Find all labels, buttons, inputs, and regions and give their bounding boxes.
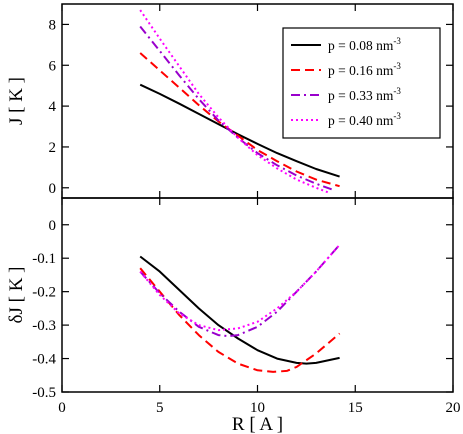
series-line-1	[139, 255, 340, 365]
legend-entry-text: p = 0.08 nm	[328, 38, 394, 53]
y-tick-label: 4	[49, 99, 57, 115]
series-line-3	[139, 244, 341, 338]
x-tick-label: 20	[446, 400, 461, 416]
legend-box	[282, 27, 441, 139]
legend-entry-text: p = 0.33 nm	[328, 88, 394, 103]
y-tick-label: -0.3	[32, 318, 56, 334]
x-tick-label: 10	[250, 400, 265, 416]
plot-frame	[61, 197, 454, 393]
y-tick-label: 2	[49, 140, 57, 156]
legend-entry-1: p = 0.08 nm-3	[328, 36, 401, 53]
y-tick-label: 0	[49, 218, 57, 234]
legend-entry-superscript: -3	[393, 86, 401, 96]
series-line-3	[139, 25, 333, 191]
y-tick-label: -0.1	[32, 251, 56, 267]
x-tick-label: 0	[58, 400, 66, 416]
legend-entry-superscript: -3	[393, 111, 401, 121]
bottom-panel: 0 5 10 15 20 0 -0.1 -0.2 -0.3 -0.4 -0.5 δJ [ K ] R […	[6, 197, 461, 434]
legend-entry-superscript: -3	[393, 61, 401, 71]
legend: p = 0.08 nm-3p = 0.16 nm-3p = 0.33 nm-3p…	[282, 27, 441, 139]
y-tick-label: 0	[49, 181, 57, 197]
y-tick-label: -0.2	[32, 285, 56, 301]
legend-entry-text: p = 0.16 nm	[328, 63, 394, 78]
series-line-4	[139, 244, 341, 332]
x-tick-label: 15	[348, 400, 363, 416]
y-tick-label: -0.4	[32, 352, 56, 368]
y-axis-label: δJ [ K ]	[6, 267, 27, 324]
series-line-2	[139, 52, 340, 188]
legend-entry-4: p = 0.40 nm-3	[328, 111, 401, 128]
legend-entry-2: p = 0.16 nm-3	[328, 61, 401, 78]
legend-entry-3: p = 0.33 nm-3	[328, 86, 401, 103]
series-line-4	[139, 9, 329, 194]
y-tick-label: 8	[49, 17, 57, 33]
series-line-1	[139, 83, 340, 178]
legend-entry-superscript: -3	[393, 36, 401, 46]
x-tick-label: 5	[156, 400, 164, 416]
series-line-2	[139, 267, 341, 373]
x-axis-label: R [ A ]	[232, 414, 283, 434]
y-tick-label: -0.5	[32, 385, 56, 401]
legend-entry-text: p = 0.40 nm	[328, 113, 394, 128]
y-tick-label: 6	[49, 58, 57, 74]
y-axis-label: J [ K ]	[6, 77, 27, 125]
